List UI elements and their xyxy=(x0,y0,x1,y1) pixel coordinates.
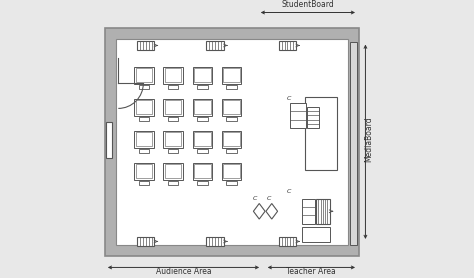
Bar xyxy=(279,41,296,50)
Bar xyxy=(137,237,155,246)
Bar xyxy=(222,163,241,180)
Bar xyxy=(290,103,306,128)
Bar xyxy=(192,131,212,148)
Bar xyxy=(138,181,149,185)
Bar xyxy=(226,85,237,89)
Bar xyxy=(226,117,237,121)
Bar xyxy=(168,117,178,121)
Text: StudentBoard: StudentBoard xyxy=(282,0,334,9)
Bar xyxy=(136,132,152,146)
Bar xyxy=(197,117,208,121)
Text: C: C xyxy=(253,196,257,201)
Bar xyxy=(206,41,224,50)
Bar xyxy=(197,181,208,185)
Bar xyxy=(134,131,154,148)
Bar xyxy=(164,163,183,180)
Bar xyxy=(105,28,359,256)
Bar xyxy=(302,199,315,224)
Bar xyxy=(194,68,210,82)
Bar xyxy=(223,68,240,82)
Bar xyxy=(168,85,178,89)
Bar xyxy=(106,122,112,158)
Bar xyxy=(223,100,240,114)
Bar xyxy=(192,99,212,116)
Bar xyxy=(168,149,178,153)
Bar xyxy=(197,149,208,153)
Bar xyxy=(168,181,178,185)
Bar xyxy=(134,99,154,116)
Bar xyxy=(164,164,182,178)
Bar xyxy=(164,68,182,82)
Bar xyxy=(206,237,224,246)
Bar xyxy=(222,131,241,148)
Bar xyxy=(164,67,183,84)
Bar xyxy=(164,100,182,114)
Bar xyxy=(316,199,329,224)
Bar xyxy=(192,163,212,180)
Bar xyxy=(194,100,210,114)
Text: C: C xyxy=(267,196,271,201)
Bar xyxy=(138,149,149,153)
Bar xyxy=(197,85,208,89)
Text: MediaBoard: MediaBoard xyxy=(365,116,374,162)
Bar xyxy=(136,68,152,82)
Bar xyxy=(138,85,149,89)
Bar xyxy=(134,163,154,180)
Bar xyxy=(307,107,319,128)
Bar xyxy=(164,99,183,116)
Bar xyxy=(279,237,296,246)
Bar xyxy=(222,67,241,84)
Bar xyxy=(137,41,155,50)
Bar xyxy=(194,164,210,178)
Bar xyxy=(134,67,154,84)
Bar xyxy=(222,99,241,116)
Bar xyxy=(136,164,152,178)
Text: C: C xyxy=(286,189,291,194)
Text: Audience Area: Audience Area xyxy=(156,267,212,276)
Bar xyxy=(116,39,348,245)
Bar xyxy=(223,132,240,146)
Bar xyxy=(223,164,240,178)
Bar xyxy=(136,100,152,114)
Bar xyxy=(164,131,183,148)
Bar xyxy=(226,149,237,153)
Polygon shape xyxy=(254,203,265,219)
Bar xyxy=(305,97,337,170)
Bar xyxy=(192,67,212,84)
Bar xyxy=(164,132,182,146)
Polygon shape xyxy=(266,203,278,219)
Text: Teacher Area: Teacher Area xyxy=(286,267,336,276)
Bar xyxy=(194,132,210,146)
Bar xyxy=(302,227,330,242)
Bar xyxy=(138,117,149,121)
Text: C: C xyxy=(286,96,291,101)
Bar xyxy=(350,42,357,245)
Bar xyxy=(226,181,237,185)
